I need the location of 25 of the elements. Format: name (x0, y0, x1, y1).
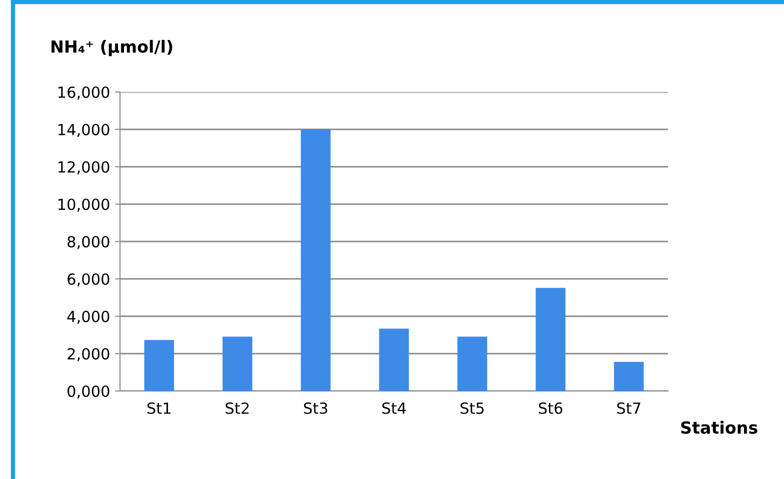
bar (536, 288, 566, 391)
x-tick-label: St2 (226, 402, 249, 414)
bar (457, 336, 488, 391)
bar (379, 328, 409, 391)
x-axis-title: Stations (681, 420, 758, 434)
x-tick-label: St6 (538, 402, 562, 414)
y-tick-label: 0,000 (68, 385, 110, 399)
y-tick-label: 12,000 (58, 161, 110, 174)
bar (614, 362, 644, 391)
bar (144, 340, 174, 391)
y-tick-label: 10,000 (58, 198, 110, 212)
y-tick-label: 4,000 (67, 310, 110, 324)
y-tick-label: 8,000 (68, 236, 110, 250)
y-tick-label: 6,000 (68, 273, 110, 286)
y-tick-label: 16,000 (58, 86, 110, 100)
x-tick-label: St7 (617, 402, 640, 414)
bar (222, 336, 252, 391)
x-tick-label: St5 (460, 402, 484, 414)
y-tick-label: 14,000 (58, 124, 110, 137)
x-tick-label: St4 (382, 402, 406, 414)
x-tick-label: St3 (304, 402, 328, 414)
y-tick-label: 2,000 (68, 348, 110, 362)
y-axis-title: NH₄⁺ (µmol/l) (52, 40, 172, 56)
bar (300, 129, 331, 391)
x-tick-label: St1 (147, 402, 170, 414)
